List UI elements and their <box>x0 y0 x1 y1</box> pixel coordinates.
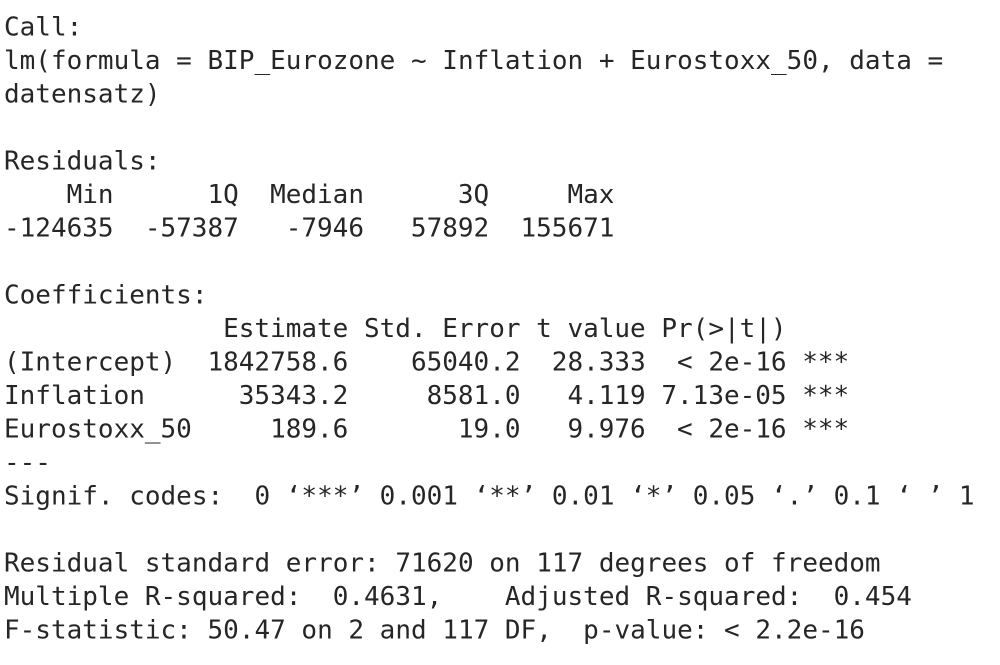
residual-header: Min <box>67 180 114 210</box>
signif-stars: *** <box>802 415 849 445</box>
coef-cell: 1842758.6 <box>207 348 348 378</box>
residual-header: 1Q <box>207 180 238 210</box>
coef-row-name: Inflation <box>4 381 145 411</box>
signif-codes: Signif. codes: 0 ‘***’ 0.001 ‘**’ 0.01 ‘… <box>4 482 975 512</box>
residual-header: 3Q <box>458 180 489 210</box>
coef-cell: 7.13e-05 <box>661 381 786 411</box>
summary-line: Residual standard error: 71620 on 117 de… <box>4 549 881 579</box>
coef-header: Pr(>|t|) <box>661 314 786 344</box>
residual-header: Median <box>270 180 364 210</box>
residual-value: -57387 <box>145 214 239 244</box>
coef-cell: 4.119 <box>567 381 645 411</box>
coef-cell: 189.6 <box>270 415 348 445</box>
summary-line: Multiple R-squared: 0.4631, Adjusted R-s… <box>4 582 912 612</box>
coef-cell: 19.0 <box>458 415 521 445</box>
section-label: Call: <box>4 13 82 43</box>
coef-header: Std. Error <box>364 314 521 344</box>
signif-stars: *** <box>802 381 849 411</box>
coef-cell: 35343.2 <box>239 381 349 411</box>
residual-value: 155671 <box>521 214 615 244</box>
separator: --- <box>4 448 51 478</box>
coef-cell: < 2e-16 <box>677 415 787 445</box>
coef-header: Estimate <box>223 314 348 344</box>
coef-cell: 9.976 <box>567 415 645 445</box>
residual-value: -7946 <box>286 214 364 244</box>
residual-header: Max <box>567 180 614 210</box>
section-label: Residuals: <box>4 147 161 177</box>
signif-stars: *** <box>802 348 849 378</box>
summary-line: F-statistic: 50.47 on 2 and 117 DF, p-va… <box>4 616 865 646</box>
residual-value: -124635 <box>4 214 114 244</box>
section-label: Coefficients: <box>4 281 208 311</box>
coef-row-name: (Intercept) <box>4 348 176 378</box>
coef-cell: 8581.0 <box>427 381 521 411</box>
residual-value: 57892 <box>411 214 489 244</box>
coef-cell: < 2e-16 <box>677 348 787 378</box>
call-text: lm(formula = BIP_Eurozone ~ Inflation + … <box>4 46 943 76</box>
call-text: datensatz) <box>4 80 161 110</box>
coef-cell: 28.333 <box>552 348 646 378</box>
coef-row-name: Eurostoxx_50 <box>4 415 192 445</box>
coef-header: t value <box>536 314 646 344</box>
coef-cell: 65040.2 <box>411 348 521 378</box>
